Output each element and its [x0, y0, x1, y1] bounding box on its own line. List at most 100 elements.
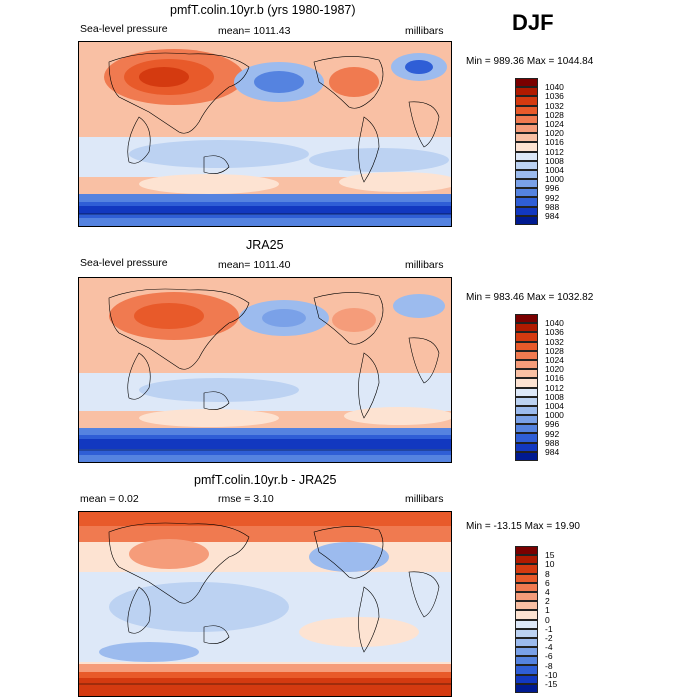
- colorbar-tick-label: 996: [545, 419, 560, 430]
- colorbar-tick-label: 4: [545, 587, 550, 597]
- colorbar-swatch: [515, 332, 538, 342]
- panel-3-colorbar: 15 10 8 6 4 2 1 0 -1 -2 -4 -6 -8 -10 -15: [515, 546, 557, 693]
- colorbar-tick-label: 10: [545, 559, 555, 570]
- colorbar-swatch: [515, 573, 538, 583]
- panel-1-units-label: millibars: [405, 25, 444, 37]
- colorbar-swatch: [515, 665, 538, 675]
- panel-1-minmax: Min = 989.36 Max = 1044.84: [466, 56, 594, 67]
- colorbar-swatch: [515, 96, 538, 106]
- colorbar-swatch: [515, 105, 538, 115]
- colorbar-swatch: [515, 188, 538, 198]
- panel-3-units-label: millibars: [405, 493, 444, 505]
- panel-2-variable-label: Sea-level pressure: [80, 257, 168, 269]
- colorbar-tick-label: 1000: [545, 410, 564, 421]
- colorbar-swatch: [515, 160, 538, 170]
- colorbar-swatch: [515, 546, 538, 556]
- panel-3-rmse-label: rmse = 3.10: [218, 493, 274, 505]
- colorbar-tick-label: 15: [545, 550, 555, 561]
- colorbar-swatch: [515, 123, 538, 134]
- panel-1-variable-label: Sea-level pressure: [80, 23, 168, 35]
- panel-2-title: JRA25: [246, 238, 284, 252]
- colorbar-swatch: [515, 314, 538, 324]
- panel-1-map: [78, 41, 452, 227]
- colorbar-tick-label: 1012: [545, 382, 564, 393]
- colorbar-tick-label: 1028: [545, 345, 564, 356]
- colorbar-swatch: [515, 555, 538, 565]
- colorbar-swatch: [515, 601, 538, 611]
- colorbar-swatch: [515, 378, 538, 388]
- colorbar-swatch: [515, 197, 538, 207]
- colorbar-tick-label: 1004: [545, 401, 564, 411]
- colorbar-swatch: [515, 87, 538, 97]
- colorbar-tick-label: 1020: [545, 364, 564, 375]
- colorbar-swatch: [515, 151, 538, 161]
- colorbar-swatch: [515, 215, 538, 225]
- panel-1-colorbar: 1040 1036 1032 1028 1024 1020 1016 1012 1008 1004…: [515, 78, 564, 225]
- panel-3-map-svg: [79, 512, 451, 696]
- colorbar-swatch: [515, 341, 538, 351]
- colorbar-tick-label: 1004: [545, 165, 564, 175]
- colorbar-tick-label: 6: [545, 577, 550, 588]
- colorbar-tick-label: 1032: [545, 100, 564, 111]
- panel-3-map: [78, 511, 452, 697]
- colorbar-swatch: [515, 591, 538, 602]
- colorbar-swatch: [515, 179, 538, 189]
- colorbar-swatch: [515, 610, 538, 620]
- colorbar-swatch: [515, 387, 538, 397]
- panel-2-map: [78, 277, 452, 463]
- colorbar-tick-label: 1036: [545, 327, 564, 338]
- colorbar-tick-label: 1032: [545, 336, 564, 347]
- colorbar-tick-label: -8: [545, 660, 553, 671]
- colorbar-swatch: [515, 323, 538, 333]
- colorbar-swatch: [515, 683, 538, 693]
- panel-3-title: pmfT.colin.10yr.b - JRA25: [194, 473, 337, 487]
- colorbar-tick-label: 1036: [545, 91, 564, 102]
- colorbar-tick-label: 1024: [545, 355, 564, 365]
- colorbar-tick-label: 1040: [545, 318, 564, 329]
- colorbar-tick-label: 0: [545, 614, 550, 625]
- colorbar-tick-label: -1: [545, 623, 553, 634]
- colorbar-swatch: [515, 674, 538, 684]
- colorbar-swatch: [515, 78, 538, 88]
- colorbar-swatch: [515, 350, 538, 360]
- panel-1-mean-label: mean= 1011.43: [218, 25, 291, 37]
- colorbar-swatch: [515, 442, 538, 452]
- colorbar-tick-label: -4: [545, 642, 553, 653]
- colorbar-swatch: [515, 415, 538, 425]
- colorbar-tick-label: 1008: [545, 155, 564, 166]
- panel-1-map-svg: [79, 42, 451, 226]
- colorbar-tick-label: 8: [545, 568, 550, 579]
- colorbar-swatch: [515, 206, 538, 216]
- colorbar-tick-label: 984: [545, 447, 560, 457]
- colorbar-tick-label: 1020: [545, 128, 564, 139]
- colorbar-swatch: [515, 619, 538, 629]
- panel-2-colorbar: 1040 1036 1032 1028 1024 1020 1016 1012 1008 1004…: [515, 314, 564, 461]
- colorbar-swatch: [515, 359, 538, 370]
- colorbar-tick-label: 1008: [545, 391, 564, 402]
- colorbar-swatch: [515, 396, 538, 406]
- colorbar-tick-label: 1016: [545, 373, 564, 384]
- colorbar-tick-label: -15: [545, 679, 558, 689]
- colorbar-tick-label: -10: [545, 669, 558, 680]
- colorbar-tick-label: 1028: [545, 109, 564, 120]
- colorbar-swatch: [515, 628, 538, 638]
- colorbar-swatch: [515, 647, 538, 657]
- colorbar-tick-label: 1016: [545, 137, 564, 148]
- colorbar-tick-label: 1040: [545, 82, 564, 93]
- colorbar-swatch: [515, 564, 538, 574]
- colorbar-swatch: [515, 656, 538, 666]
- colorbar-swatch: [515, 369, 538, 379]
- colorbar-swatch: [515, 424, 538, 434]
- colorbar-tick-label: 988: [545, 201, 560, 212]
- colorbar-swatch: [515, 582, 538, 592]
- colorbar-swatch: [515, 169, 538, 180]
- colorbar-tick-label: 1012: [545, 146, 564, 157]
- colorbar-tick-label: -2: [545, 633, 553, 643]
- colorbar-tick-label: -6: [545, 651, 553, 662]
- panel-2-minmax: Min = 983.46 Max = 1032.82: [466, 292, 594, 303]
- panel-2-map-svg: [79, 278, 451, 462]
- colorbar-tick-label: 984: [545, 211, 560, 221]
- colorbar-swatch: [515, 433, 538, 443]
- colorbar-tick-label: 992: [545, 428, 560, 439]
- colorbar-tick-label: 1: [545, 605, 550, 616]
